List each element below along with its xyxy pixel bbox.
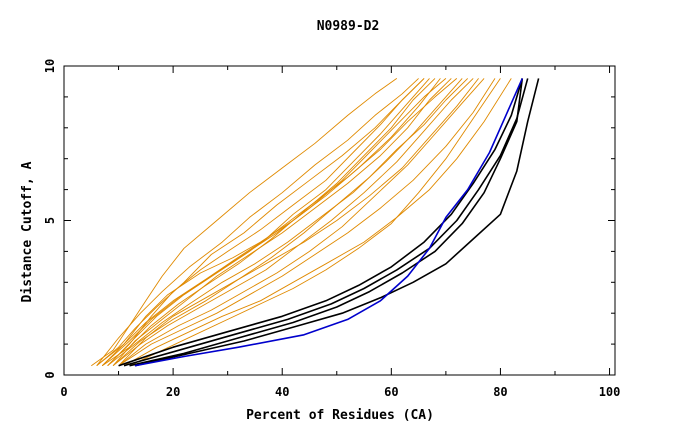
series-line-model-o11 (118, 78, 496, 367)
x-tick-label: 20 (166, 385, 180, 399)
series-line-model-o10 (118, 78, 485, 367)
series-line-model-o13 (96, 78, 419, 366)
series-line-model-b2 (123, 78, 529, 367)
x-tick-label: 40 (275, 385, 289, 399)
ticks-layer: 0 20 40 60 80 100 0 5 10 (43, 59, 620, 399)
plot-frame (63, 65, 616, 376)
x-tick-label: 0 (60, 385, 67, 399)
series-line-model-o17 (112, 78, 452, 366)
series-line-model-o16 (129, 78, 501, 367)
chart-title: N0989-D2 (317, 19, 380, 34)
y-tick-label: 5 (43, 217, 57, 224)
series-line-model-o18 (118, 78, 479, 367)
x-axis-label: Percent of Residues (CA) (246, 408, 434, 423)
series-line-model-o15 (107, 78, 425, 367)
series-line-model-o9 (112, 78, 469, 367)
y-tick-label: 10 (43, 59, 57, 73)
x-tick-label: 80 (493, 385, 507, 399)
series-layer (91, 78, 540, 367)
series-line-model-o6 (107, 78, 463, 367)
y-axis-label: Distance Cutoff, A (20, 161, 35, 302)
x-tick-label: 100 (599, 385, 621, 399)
x-tick-label: 60 (384, 385, 398, 399)
y-tick-label: 0 (43, 371, 57, 378)
series-line-model-o4 (101, 78, 447, 367)
series-line-model-o14 (101, 78, 436, 367)
series-line-model-b4 (134, 78, 540, 367)
series-line-model-o7 (107, 78, 458, 367)
series-line-model-b1 (118, 78, 524, 367)
series-line-model-o12 (123, 78, 512, 367)
series-line-model-o5 (101, 78, 441, 367)
series-line-model-o2 (96, 78, 425, 367)
series-line-model-blue (134, 78, 524, 367)
series-line-model-b3 (129, 78, 524, 367)
